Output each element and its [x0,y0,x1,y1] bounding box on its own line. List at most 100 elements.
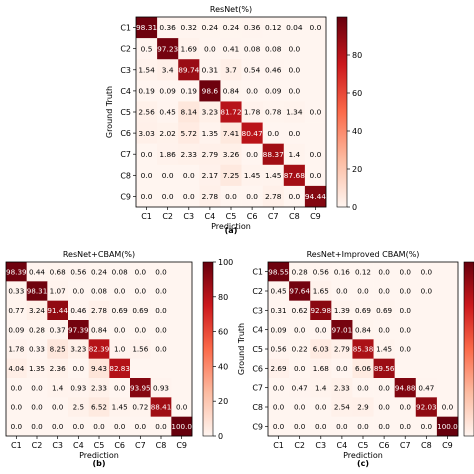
cell-label: 94.44 [305,192,326,201]
heatmap-cell [157,101,179,123]
heatmap-cell [88,397,110,417]
cell-label: 0.47 [292,383,308,392]
heatmap-cell [47,416,69,437]
y-tick-label: C1 [252,268,263,277]
cell-label: 0.0 [114,287,126,296]
heatmap-cell [352,358,374,379]
heatmap-cell [352,320,374,340]
cell-label: 85.38 [353,345,374,354]
heatmap-cell [109,339,131,359]
cell-label: 0.44 [29,267,45,276]
cell-label: 0.0 [310,150,322,159]
x-axis-label: Prediction [343,451,383,460]
cell-label: 0.41 [223,44,240,53]
cell-label: 0.0 [114,422,126,431]
heatmap-cell [394,300,417,321]
heatmap-cell [415,320,438,340]
heatmap-cell [47,320,69,340]
heatmap-cell [373,339,395,359]
cell-label: 81.72 [220,108,241,117]
heatmap-cell [88,358,110,379]
heatmap-cell [68,300,89,321]
heatmap-cell [262,38,285,60]
cell-label: 100.0 [171,422,192,431]
cell-label: 0.0 [141,192,153,201]
heatmap-panel: 98.39 0.44 0.68 0.56 0.24 0.08 0.0 0.00.33 98.31… [5,250,233,468]
x-tick-label: C9 [310,212,321,221]
heatmap-panel: 98.31 0.36 0.32 0.24 0.24 0.36 0.12 0.04 0.00.5 9… [105,5,362,235]
cell-label: 0.31 [202,65,219,74]
cell-label: 3.24 [29,306,45,315]
cell-label: 0.45 [159,108,176,117]
cell-label: 0.0 [93,422,105,431]
x-tick-label: C3 [183,212,194,221]
heatmap-cell [171,339,193,359]
cell-label: 0.46 [265,65,282,74]
cell-label: 88.37 [263,150,284,159]
cell-label: 0.04 [286,23,303,32]
heatmap-cell [241,38,263,60]
cell-label: 2.33 [334,383,350,392]
cell-label: 98.31 [27,287,48,296]
cell-label: 0.69 [112,306,128,315]
heatmap-cell [199,17,221,39]
colorbar-tick-label: 40 [352,127,362,136]
heatmap-cell [199,59,221,81]
cell-label: 0.33 [29,345,45,354]
cell-label: 3.7 [225,65,237,74]
cell-label: 1.35 [202,129,219,138]
cell-label: 0.77 [8,306,24,315]
heatmap-cell [88,281,110,301]
cell-label: 93.95 [130,383,151,392]
y-tick-label: C8 [252,403,263,412]
cell-label: 0.0 [288,65,300,74]
y-tick-label: C4 [252,326,263,335]
heatmap-cell [415,378,438,398]
heatmap-cell [109,378,131,398]
heatmap-cell [130,416,151,437]
heatmap-cell [178,38,200,60]
heatmap-cell [130,378,151,398]
heatmap-cell [6,262,27,282]
heatmap-cell [6,416,27,437]
heatmap-cell [310,320,332,340]
y-tick-label: C6 [252,364,263,373]
cell-label: 87.68 [284,171,305,180]
cell-label: 1.68 [313,364,329,373]
x-tick-label: C9 [176,441,187,450]
heatmap-cell [241,185,263,208]
heatmap-cell [178,122,200,144]
heatmap-cell [47,358,69,379]
heatmap-cell [26,416,48,437]
x-tick-label: C6 [247,212,258,221]
cell-label: 0.0 [225,192,237,201]
cell-label: 0.0 [11,383,23,392]
heatmap-cell [310,397,332,417]
cell-label: 0.5 [141,44,153,53]
cell-label: 0.69 [132,306,148,315]
cell-label: 0.0 [155,422,167,431]
cell-label: 2.69 [271,364,287,373]
heatmap-cell [6,281,27,301]
cell-label: 0.0 [155,267,167,276]
heatmap-cell [47,397,69,417]
colorbar-tick-label: 40 [218,362,228,371]
x-tick-label: C3 [315,441,326,450]
heatmap-cell [304,38,327,60]
heatmap-cell [47,300,69,321]
cell-label: 0.0 [378,287,390,296]
heatmap-cell [415,397,438,417]
heatmap-cell [178,59,200,81]
cell-label: 0.0 [400,306,412,315]
cell-label: 0.0 [135,267,147,276]
heatmap-cell [436,358,459,379]
cell-label: 2.78 [91,306,107,315]
cell-label: 0.0 [442,403,454,412]
heatmap-cell [178,185,200,208]
cell-label: 82.83 [109,364,130,373]
heatmap-cell [304,101,327,123]
heatmap-cell [130,358,151,379]
y-tick-label: C1 [120,24,131,33]
cell-label: 1.45 [244,171,261,180]
